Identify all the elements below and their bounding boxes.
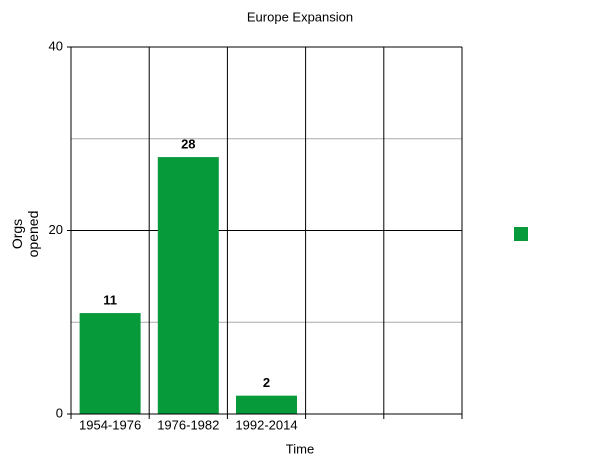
y-axis-label: Orgs opened: [9, 210, 41, 258]
legend-marker: [514, 227, 528, 241]
x-tick-label: 1976-1982: [157, 417, 219, 432]
bar: [79, 313, 141, 414]
y-tick-label: 20: [49, 222, 63, 237]
y-tick-label: 40: [49, 38, 63, 53]
bar: [157, 157, 219, 414]
x-tick-label: 1992-2014: [235, 417, 297, 432]
data-label: 28: [181, 137, 195, 152]
x-axis-label: Time: [286, 441, 314, 456]
chart-title: Europe Expansion: [247, 9, 353, 24]
data-label: 11: [103, 293, 117, 308]
x-tick-label: 1954-1976: [79, 417, 141, 432]
data-label: 2: [263, 375, 270, 390]
y-tick-label: 0: [56, 405, 63, 420]
bar: [236, 395, 297, 414]
